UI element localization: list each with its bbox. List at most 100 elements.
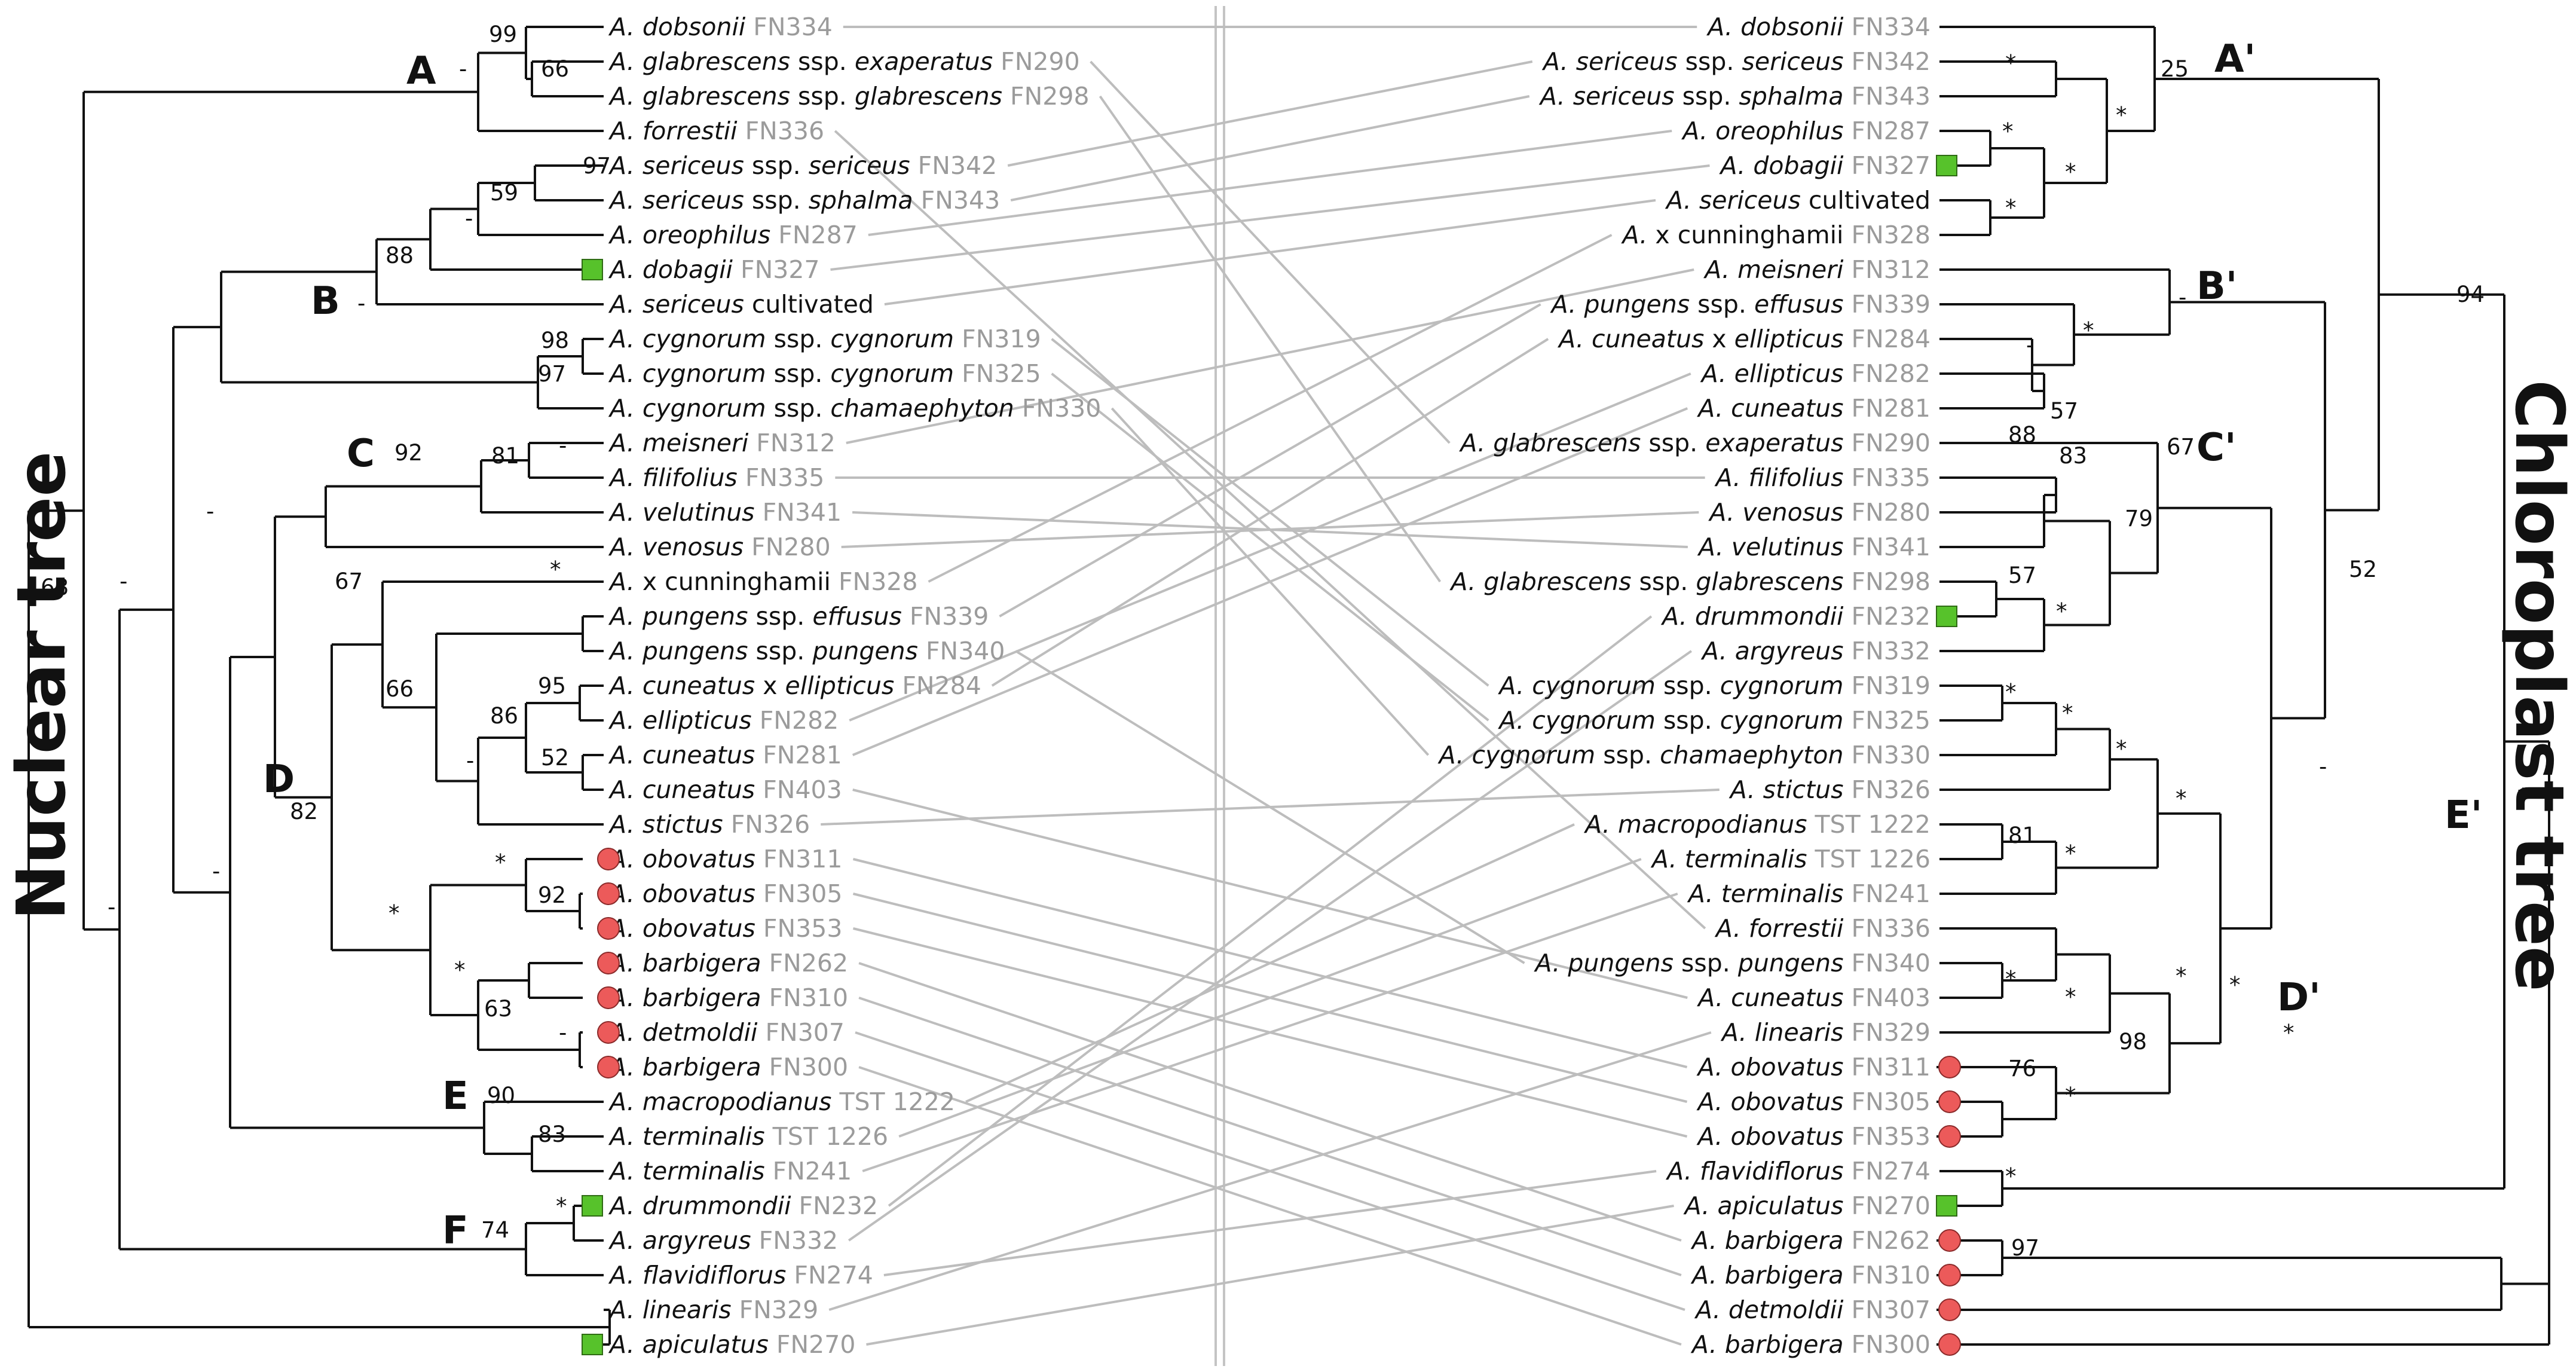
nuclear-clade-label: E [442,1074,469,1119]
genus-abbrev: A. [608,1261,643,1290]
nuclear-support-value: 81 [491,443,519,469]
genus-abbrev: A. [608,1157,643,1185]
chloroplast-tip-label: A. forrestii FN336 [1714,914,1931,943]
genus-abbrev: A. [1538,82,1573,111]
taxon-name: cuneatus [643,775,755,804]
taxon-name: sericeus [809,151,910,180]
specimen-code: FN270 [1843,1191,1931,1220]
chloroplast-support-value: * [2005,50,2017,76]
nuclear-support-value: 63 [484,996,512,1022]
taxon-name: cuneatus [1731,983,1843,1012]
taxon-name: macropodianus [643,1087,832,1116]
specimen-code: FN336 [1843,914,1931,943]
taxon-name: cuneatus [1731,394,1843,423]
taxon-name: sericeus [643,151,744,180]
genus-abbrev: A. [1700,359,1734,388]
specimen-code: FN287 [1843,117,1931,145]
nuclear-tip-label: A. glabrescens ssp. exaperatus FN290 [608,47,1080,76]
taxon-name: sericeus [1742,47,1844,76]
genus-abbrev: A. [1550,290,1584,319]
specimen-code: FN336 [738,117,825,145]
chloroplast-tip-label: A. cygnorum ssp. cygnorum FN319 [1497,671,1931,700]
genus-abbrev: A. [608,602,643,631]
specimen-code: FN327 [1843,151,1931,180]
nuclear-support-value: - [212,858,220,884]
genus-abbrev: A. [1714,914,1749,943]
nuclear-tip-label: A. glabrescens ssp. glabrescens FN298 [608,82,1090,111]
specimen-code: FN312 [1843,255,1931,284]
chloroplast-tip-label: A. x cunninghamii FN328 [1621,221,1931,249]
specimen-code: FN335 [1843,463,1931,492]
specimen-code: FN353 [755,914,843,943]
taxon-name: argyreus [643,1226,751,1255]
specimen-code: FN340 [1843,949,1931,977]
specimen-code: FN403 [1843,983,1931,1012]
circle-marker [597,848,620,870]
genus-abbrev: A. [1696,394,1731,423]
chloroplast-tip-label: A. macropodianus TST 1222 [1583,810,1931,839]
genus-abbrev: A. [608,82,643,111]
genus-abbrev: A. [608,706,643,735]
chloroplast-support-value: 25 [2161,56,2189,82]
taxon-name: x [1704,325,1734,353]
chloroplast-tip-label: A. cuneatus FN403 [1696,983,1931,1012]
taxon-name: exaperatus [855,47,993,76]
nuclear-tip-label: A. stictus FN326 [608,810,810,839]
genus-abbrev: A. [608,1191,643,1220]
taxon-name: obovatus [643,879,755,908]
genus-abbrev: A. [1665,1157,1700,1185]
taxon-name: obovatus [1730,1053,1843,1081]
nuclear-tip-label: A. sericeus cultivated [608,290,874,319]
specimen-code: FN310 [1843,1261,1931,1290]
specimen-code: FN284 [894,671,981,700]
nuclear-tip-label: A. barbigera FN310 [608,983,848,1012]
specimen-code: FN353 [1843,1122,1931,1151]
taxon-name: pungens [812,637,918,665]
taxon-name: linearis [643,1295,732,1324]
taxon-name: x cunninghamii [643,567,831,596]
nuclear-support-value: 98 [541,328,569,353]
genus-abbrev: A. [608,429,643,457]
taxon-name: ssp. [1631,567,1696,596]
chloroplast-support-value: * [2005,195,2017,221]
tip-connector-line [898,858,1642,1138]
genus-abbrev: A. [1700,637,1735,665]
specimen-code: FN274 [1843,1157,1931,1185]
tip-connector-line [965,823,1575,1103]
specimen-code: FN403 [755,775,842,804]
taxon-name: ssp. [790,47,855,76]
chloroplast-support-value: 67 [2167,434,2195,460]
chloroplast-tip-label: A. stictus FN326 [1728,775,1931,804]
chloroplast-support-value: 88 [2008,422,2036,448]
taxon-name: glabrescens [1493,429,1641,457]
specimen-code: FN334 [1843,13,1931,41]
nuclear-tip-label: A. terminalis FN241 [608,1157,852,1185]
taxon-name: pungens [642,602,748,631]
nuclear-support-value: - [357,291,365,316]
chloroplast-support-value: * [2065,984,2076,1010]
specimen-code: FN298 [1002,82,1090,111]
tip-connector-line [858,962,1682,1242]
specimen-code: FN307 [1843,1295,1931,1324]
specimen-code: FN319 [1843,671,1931,700]
specimen-code: FN232 [1843,602,1931,631]
nuclear-support-value: - [459,56,467,82]
taxon-name: meisneri [643,429,749,457]
tip-connector-line [1099,95,1442,583]
specimen-code: TST 1222 [831,1087,955,1116]
circle-marker [1938,1056,1961,1078]
nuclear-tip-label: A. dobsonii FN334 [608,13,833,41]
taxon-name: sericeus [1573,82,1675,111]
genus-abbrev: A. [1583,810,1618,839]
taxon-name: glabrescens [1696,567,1843,596]
specimen-code: FN281 [1843,394,1931,423]
chloroplast-tip-label: A. terminalis FN241 [1687,879,1931,908]
chloroplast-tip-label: A. glabrescens ssp. exaperatus FN290 [1458,429,1931,457]
specimen-code: FN319 [954,325,1041,353]
chloroplast-tip-label: A. cuneatus x ellipticus FN284 [1557,325,1931,353]
nuclear-support-value: 86 [490,703,518,729]
specimen-code: FN281 [755,741,842,769]
specimen-code: FN342 [1843,47,1931,76]
taxon-name: forrestii [643,117,738,145]
taxon-name: barbigera [643,1053,761,1081]
